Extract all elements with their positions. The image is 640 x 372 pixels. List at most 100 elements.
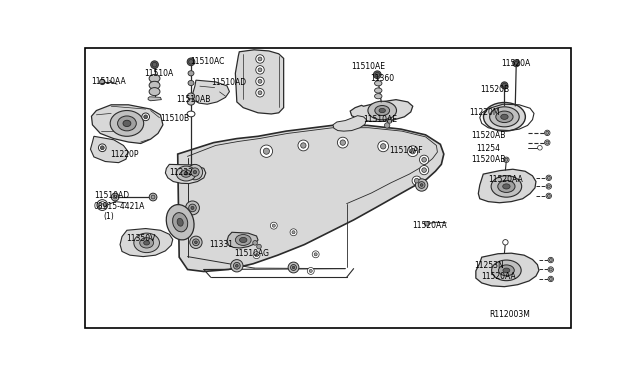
- Circle shape: [546, 175, 552, 180]
- Polygon shape: [193, 80, 230, 104]
- Circle shape: [301, 143, 306, 148]
- Polygon shape: [165, 164, 206, 183]
- Ellipse shape: [483, 103, 525, 131]
- Circle shape: [260, 145, 273, 157]
- Circle shape: [100, 79, 105, 84]
- Text: 08915-4421A: 08915-4421A: [94, 202, 145, 211]
- Ellipse shape: [173, 213, 188, 232]
- Ellipse shape: [492, 260, 521, 280]
- Circle shape: [188, 164, 203, 180]
- Ellipse shape: [184, 172, 188, 175]
- Circle shape: [272, 224, 275, 227]
- Ellipse shape: [375, 106, 390, 116]
- Circle shape: [253, 252, 260, 259]
- Text: 11510AC: 11510AC: [190, 57, 225, 66]
- Ellipse shape: [123, 120, 131, 126]
- Ellipse shape: [134, 233, 159, 253]
- Polygon shape: [92, 105, 163, 144]
- Circle shape: [291, 264, 296, 270]
- Circle shape: [546, 184, 552, 189]
- Polygon shape: [148, 97, 161, 101]
- Circle shape: [410, 148, 415, 154]
- Text: R112003M: R112003M: [490, 310, 531, 319]
- Circle shape: [258, 68, 262, 72]
- Polygon shape: [90, 136, 129, 163]
- Circle shape: [111, 193, 119, 201]
- Circle shape: [424, 221, 429, 226]
- Circle shape: [191, 206, 194, 209]
- Polygon shape: [120, 228, 173, 257]
- Polygon shape: [178, 125, 444, 272]
- Polygon shape: [476, 253, 539, 287]
- Text: 11510AF: 11510AF: [390, 145, 423, 154]
- Circle shape: [422, 168, 426, 172]
- Circle shape: [538, 145, 542, 150]
- Circle shape: [193, 239, 199, 246]
- Circle shape: [195, 241, 197, 244]
- Circle shape: [189, 60, 193, 64]
- Text: 11510AE: 11510AE: [351, 62, 386, 71]
- Circle shape: [545, 130, 550, 135]
- Circle shape: [152, 62, 157, 67]
- Ellipse shape: [188, 99, 195, 105]
- Circle shape: [373, 71, 381, 78]
- Circle shape: [415, 179, 428, 191]
- Text: 11220M: 11220M: [469, 108, 499, 117]
- Ellipse shape: [239, 237, 247, 243]
- Circle shape: [419, 182, 425, 188]
- Text: 11350V: 11350V: [126, 234, 156, 243]
- Text: 11510AG: 11510AG: [234, 248, 269, 258]
- Circle shape: [549, 259, 552, 262]
- Ellipse shape: [236, 235, 251, 246]
- Circle shape: [375, 73, 380, 77]
- Ellipse shape: [181, 170, 191, 177]
- Circle shape: [419, 166, 429, 175]
- Circle shape: [149, 193, 157, 201]
- Ellipse shape: [490, 107, 519, 127]
- Polygon shape: [350, 100, 413, 121]
- Text: 11253N: 11253N: [474, 261, 504, 270]
- Text: 11232: 11232: [170, 168, 193, 177]
- Text: 11220P: 11220P: [110, 150, 139, 158]
- Ellipse shape: [176, 166, 196, 181]
- Circle shape: [547, 176, 550, 179]
- Ellipse shape: [110, 110, 144, 136]
- Circle shape: [385, 123, 390, 128]
- Ellipse shape: [118, 116, 136, 131]
- Ellipse shape: [502, 184, 510, 189]
- Circle shape: [547, 185, 550, 188]
- Circle shape: [548, 276, 554, 282]
- Circle shape: [257, 244, 261, 249]
- Ellipse shape: [177, 218, 183, 226]
- Ellipse shape: [496, 111, 513, 122]
- Circle shape: [414, 179, 419, 183]
- Ellipse shape: [500, 114, 508, 119]
- Circle shape: [309, 269, 312, 272]
- Circle shape: [408, 146, 418, 157]
- Text: 11510AD: 11510AD: [94, 191, 129, 201]
- Circle shape: [337, 137, 348, 148]
- Circle shape: [187, 58, 195, 66]
- Text: 11520B: 11520B: [480, 84, 509, 93]
- Ellipse shape: [149, 81, 160, 89]
- Circle shape: [253, 241, 257, 245]
- Circle shape: [193, 170, 196, 174]
- Circle shape: [230, 260, 243, 272]
- Ellipse shape: [188, 71, 194, 76]
- Circle shape: [97, 200, 108, 211]
- Circle shape: [292, 266, 294, 269]
- Ellipse shape: [374, 88, 382, 93]
- Text: 11360: 11360: [370, 74, 394, 83]
- Ellipse shape: [149, 88, 160, 96]
- Text: 11520AB: 11520AB: [471, 131, 506, 140]
- Circle shape: [186, 201, 200, 215]
- Circle shape: [144, 115, 148, 119]
- Text: W: W: [100, 202, 105, 208]
- Circle shape: [546, 193, 552, 199]
- Circle shape: [191, 168, 199, 176]
- Text: 11510AD: 11510AD: [211, 78, 246, 87]
- Circle shape: [387, 118, 392, 123]
- Circle shape: [151, 195, 155, 199]
- Ellipse shape: [149, 74, 160, 83]
- Circle shape: [513, 60, 520, 67]
